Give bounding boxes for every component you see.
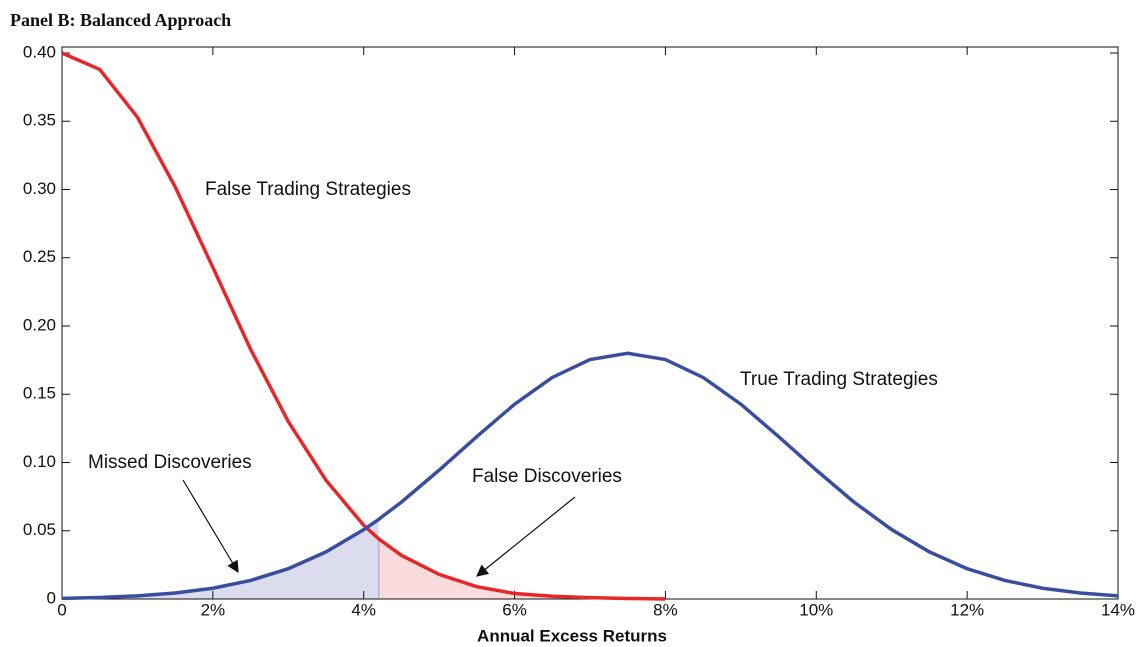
y-tick-label: 0 [47, 588, 56, 607]
y-tick-label: 0.20 [23, 315, 56, 334]
annotation-arrow [476, 496, 576, 577]
line-series [61, 51, 666, 601]
y-tick-label: 0.35 [23, 111, 56, 130]
y-tick-label: 0.40 [23, 42, 56, 61]
x-tick-label: 2% [201, 600, 226, 619]
shaded-area [62, 519, 379, 599]
x-tick-label: 12% [950, 600, 984, 619]
x-tick-label: 0 [57, 600, 66, 619]
chart-title: Panel B: Balanced Approach [10, 10, 231, 30]
y-tick-label: 0.25 [23, 247, 56, 266]
y-tick-label: 0.10 [23, 452, 56, 471]
x-tick-label: 14% [1101, 600, 1135, 619]
line-series [61, 351, 1119, 601]
x-tick-label: 10% [799, 600, 833, 619]
x-tick-label: 8% [653, 600, 678, 619]
y-tick-label: 0.30 [23, 179, 56, 198]
annotation-arrow [182, 479, 239, 574]
shaded-area [378, 538, 666, 599]
y-tick-label: 0.05 [23, 520, 56, 539]
series-label: True Trading Strategies [740, 369, 938, 390]
series-label: False Trading Strategies [205, 179, 411, 200]
y-tick-label: 0.15 [23, 384, 56, 403]
x-axis-label: Annual Excess Returns [477, 626, 667, 645]
x-tick-label: 6% [502, 600, 527, 619]
x-tick-label: 4% [351, 600, 376, 619]
plot-frame [61, 46, 1119, 600]
annotation: False Discoveries [472, 466, 622, 487]
annotation: Missed Discoveries [88, 452, 252, 473]
